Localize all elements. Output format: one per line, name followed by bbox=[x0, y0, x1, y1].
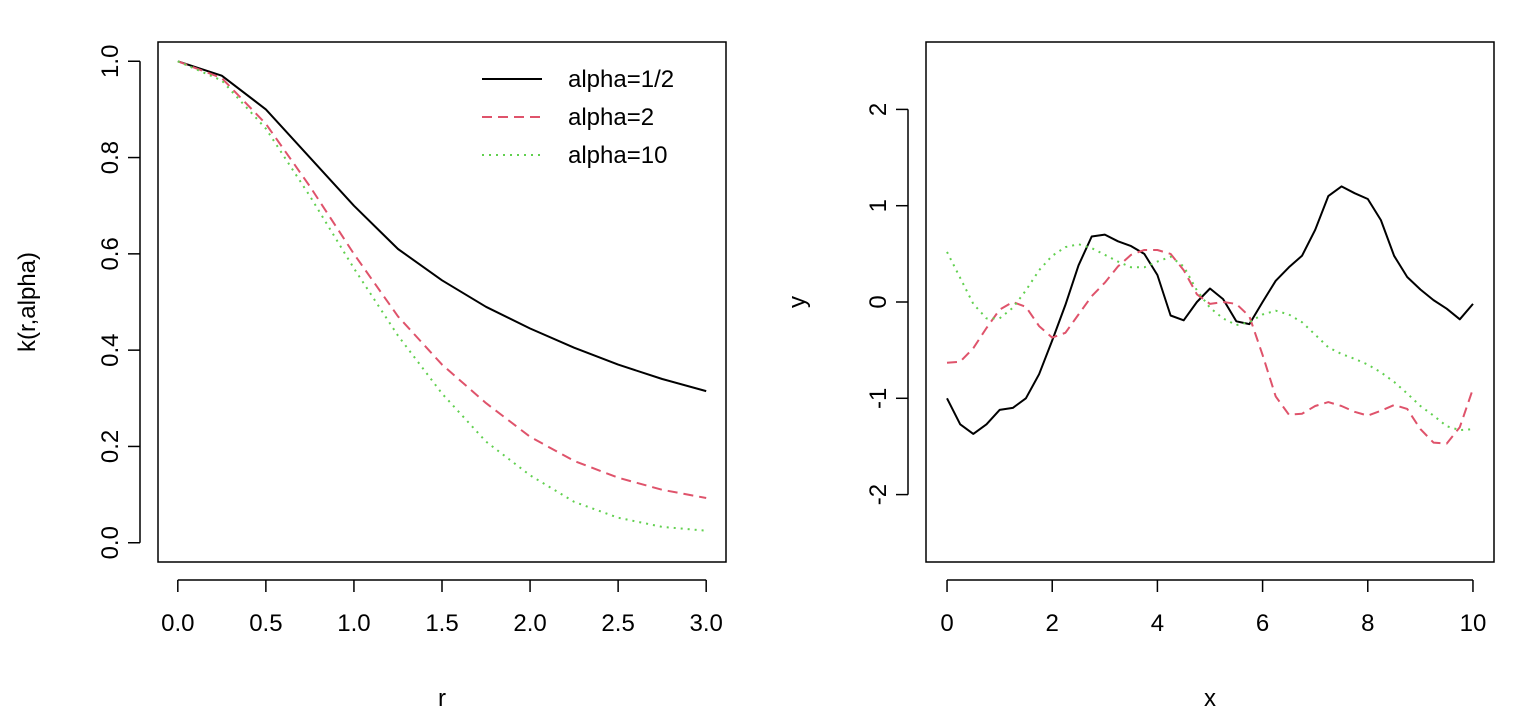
y-tick-label: 0 bbox=[865, 295, 892, 308]
sample-paths-chart: 0 2 4 6 8 10 -2 -1 0 1 2 x y bbox=[784, 41, 1495, 712]
y-tick-label: 0.4 bbox=[97, 333, 124, 366]
y-axis-title: k(r,alpha) bbox=[14, 252, 41, 352]
x-tick-label: 0.0 bbox=[161, 610, 194, 637]
y-tick-label: -1 bbox=[865, 388, 892, 409]
x-tick-label: 10 bbox=[1460, 610, 1487, 637]
y-axis-title: y bbox=[784, 296, 811, 308]
x-tick-label: 8 bbox=[1361, 610, 1374, 637]
x-tick-label: 2.5 bbox=[601, 610, 634, 637]
y-tick-label: 1.0 bbox=[97, 45, 124, 78]
series-lines bbox=[946, 185, 1474, 445]
x-tick-label: 4 bbox=[1151, 610, 1164, 637]
y-tick-label: 0.8 bbox=[97, 141, 124, 174]
y-tick-label: 0.2 bbox=[97, 430, 124, 463]
x-tick-label: 2 bbox=[1046, 610, 1059, 637]
y-tick-label: 2 bbox=[865, 103, 892, 116]
x-tick-label: 3.0 bbox=[689, 610, 722, 637]
x-axis-title: r bbox=[438, 685, 446, 712]
legend-label: alpha=2 bbox=[568, 104, 654, 131]
x-axis: 0.0 0.5 1.0 1.5 2.0 2.5 3.0 bbox=[161, 579, 723, 637]
series-lines bbox=[177, 60, 707, 532]
x-tick-label: 2.0 bbox=[513, 610, 546, 637]
kernel-function-chart: 0.0 0.5 1.0 1.5 2.0 2.5 3.0 0.0 0.2 0.4 0.6 0.8 1.0… bbox=[14, 41, 727, 712]
series-line-2 bbox=[946, 243, 1474, 432]
y-tick-label: 0.6 bbox=[97, 237, 124, 270]
plot-frame bbox=[157, 41, 727, 563]
legend-label: alpha=10 bbox=[568, 142, 667, 169]
y-tick-label: 0.0 bbox=[97, 526, 124, 559]
y-axis: 0.0 0.2 0.4 0.6 0.8 1.0 bbox=[97, 45, 141, 559]
x-tick-label: 0.5 bbox=[249, 610, 282, 637]
x-tick-label: 0 bbox=[940, 610, 953, 637]
x-axis: 0 2 4 6 8 10 bbox=[940, 579, 1487, 637]
x-axis-title: x bbox=[1204, 685, 1216, 712]
x-tick-label: 6 bbox=[1256, 610, 1269, 637]
legend-label: alpha=1/2 bbox=[568, 66, 674, 93]
y-axis: -2 -1 0 1 2 bbox=[865, 103, 909, 505]
series-line-0 bbox=[177, 60, 707, 393]
x-tick-label: 1.5 bbox=[425, 610, 458, 637]
series-line-2 bbox=[177, 60, 707, 532]
x-tick-label: 1.0 bbox=[337, 610, 370, 637]
legend: alpha=1/2 alpha=2 alpha=10 bbox=[482, 66, 674, 169]
y-tick-label: -2 bbox=[865, 484, 892, 505]
plot-frame bbox=[925, 41, 1495, 563]
series-line-1 bbox=[177, 60, 707, 499]
series-line-1 bbox=[946, 249, 1474, 445]
series-line-0 bbox=[946, 185, 1474, 435]
y-tick-label: 1 bbox=[865, 199, 892, 212]
